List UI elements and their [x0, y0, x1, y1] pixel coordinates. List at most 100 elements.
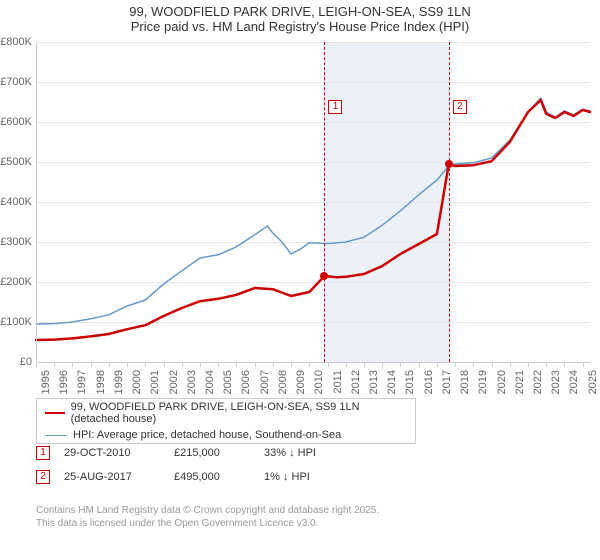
x-tick [218, 362, 219, 367]
x-tick-label: 2019 [477, 370, 489, 394]
y-tick-label: £800K [0, 36, 32, 48]
sale-dot-1 [320, 272, 328, 280]
chart-title-address: 99, WOODFIELD PARK DRIVE, LEIGH-ON-SEA, … [0, 0, 600, 19]
marker-dashed-line [324, 42, 325, 362]
y-tick-label: £200K [0, 276, 32, 288]
x-tick-label: 2001 [149, 370, 161, 394]
x-tick [54, 362, 55, 367]
x-tick-label: 2011 [332, 370, 344, 394]
x-tick-label: 2014 [386, 370, 398, 394]
x-tick [91, 362, 92, 367]
y-tick-label: £500K [0, 156, 32, 168]
x-tick-label: 1997 [76, 370, 88, 394]
chart-title-subtitle: Price paid vs. HM Land Registry's House … [0, 19, 600, 38]
x-axis-line [36, 362, 590, 363]
x-tick-label: 2008 [277, 370, 289, 394]
sale-date-2: 25-AUG-2017 [64, 471, 174, 483]
x-tick-label: 2013 [368, 370, 380, 394]
legend-item-price-paid: 99, WOODFIELD PARK DRIVE, LEIGH-ON-SEA, … [37, 399, 415, 427]
x-tick-label: 1996 [58, 370, 70, 394]
x-tick-label: 2010 [313, 370, 325, 394]
x-tick-label: 1998 [95, 370, 107, 394]
x-tick [510, 362, 511, 367]
sale-date-1: 29-OCT-2010 [64, 447, 174, 459]
x-tick-label: 2018 [459, 370, 471, 394]
x-tick [419, 362, 420, 367]
x-tick-label: 2004 [204, 370, 216, 394]
x-tick [236, 362, 237, 367]
sale-row-1: 1 29-OCT-2010 £215,000 33% ↓ HPI [36, 446, 364, 460]
x-tick [455, 362, 456, 367]
x-tick-label: 2005 [222, 370, 234, 394]
x-tick-label: 1995 [40, 370, 52, 394]
x-tick [364, 362, 365, 367]
sale-marker-1: 1 [36, 446, 50, 460]
y-tick-label: £100K [0, 316, 32, 328]
x-tick [291, 362, 292, 367]
x-tick-label: 2023 [550, 370, 562, 394]
x-tick [382, 362, 383, 367]
x-tick-label: 2017 [441, 370, 453, 394]
x-tick-label: 2000 [131, 370, 143, 394]
x-tick-label: 2012 [350, 370, 362, 394]
x-tick [109, 362, 110, 367]
x-tick [72, 362, 73, 367]
marker-box-1: 1 [328, 100, 342, 114]
plot-area: 12 [36, 42, 590, 362]
x-tick-label: 2007 [259, 370, 271, 394]
x-tick [583, 362, 584, 367]
x-tick [400, 362, 401, 367]
sale-marker-2: 2 [36, 470, 50, 484]
x-tick [273, 362, 274, 367]
x-tick-label: 2020 [496, 370, 508, 394]
sale-row-2: 2 25-AUG-2017 £495,000 1% ↓ HPI [36, 470, 364, 484]
y-tick-label: £400K [0, 196, 32, 208]
x-tick-label: 2024 [568, 370, 580, 394]
x-tick-label: 1999 [113, 370, 125, 394]
x-tick [127, 362, 128, 367]
y-tick-label: £700K [0, 76, 32, 88]
sale-price-1: £215,000 [174, 447, 264, 459]
y-tick-label: £600K [0, 116, 32, 128]
x-tick-label: 2025 [587, 370, 599, 394]
footer-line1: Contains HM Land Registry data © Crown c… [36, 504, 379, 517]
series-line-price_paid [36, 100, 590, 340]
x-tick [546, 362, 547, 367]
footer-attribution: Contains HM Land Registry data © Crown c… [36, 504, 379, 530]
x-tick [145, 362, 146, 367]
legend-label-hpi: HPI: Average price, detached house, Sout… [73, 429, 341, 441]
x-tick-label: 2002 [168, 370, 180, 394]
x-tick [492, 362, 493, 367]
x-tick [528, 362, 529, 367]
legend-label-price-paid: 99, WOODFIELD PARK DRIVE, LEIGH-ON-SEA, … [71, 401, 407, 425]
x-tick-label: 2009 [295, 370, 307, 394]
x-tick [473, 362, 474, 367]
series-line-hpi [36, 98, 590, 324]
sale-delta-2: 1% ↓ HPI [264, 471, 364, 483]
x-tick-label: 2016 [423, 370, 435, 394]
sale-delta-1: 33% ↓ HPI [264, 447, 364, 459]
x-tick [164, 362, 165, 367]
legend-box: 99, WOODFIELD PARK DRIVE, LEIGH-ON-SEA, … [36, 398, 416, 444]
x-tick-label: 2015 [404, 370, 416, 394]
legend-swatch-hpi [45, 435, 67, 436]
marker-dashed-line [449, 42, 450, 362]
x-tick [328, 362, 329, 367]
marker-box-2: 2 [453, 100, 467, 114]
x-tick [255, 362, 256, 367]
footer-line2: This data is licensed under the Open Gov… [36, 517, 379, 530]
chart-container: 99, WOODFIELD PARK DRIVE, LEIGH-ON-SEA, … [0, 0, 600, 560]
x-tick-label: 2022 [532, 370, 544, 394]
x-tick [36, 362, 37, 367]
x-tick [346, 362, 347, 367]
x-tick [200, 362, 201, 367]
y-tick-label: £0 [0, 356, 32, 368]
legend-swatch-price-paid [45, 412, 65, 414]
x-tick [309, 362, 310, 367]
y-axis-line [36, 42, 37, 362]
legend-item-hpi: HPI: Average price, detached house, Sout… [37, 427, 415, 443]
x-tick-label: 2006 [240, 370, 252, 394]
chart-lines-layer [36, 42, 590, 362]
x-tick-label: 2003 [186, 370, 198, 394]
y-tick-label: £300K [0, 236, 32, 248]
